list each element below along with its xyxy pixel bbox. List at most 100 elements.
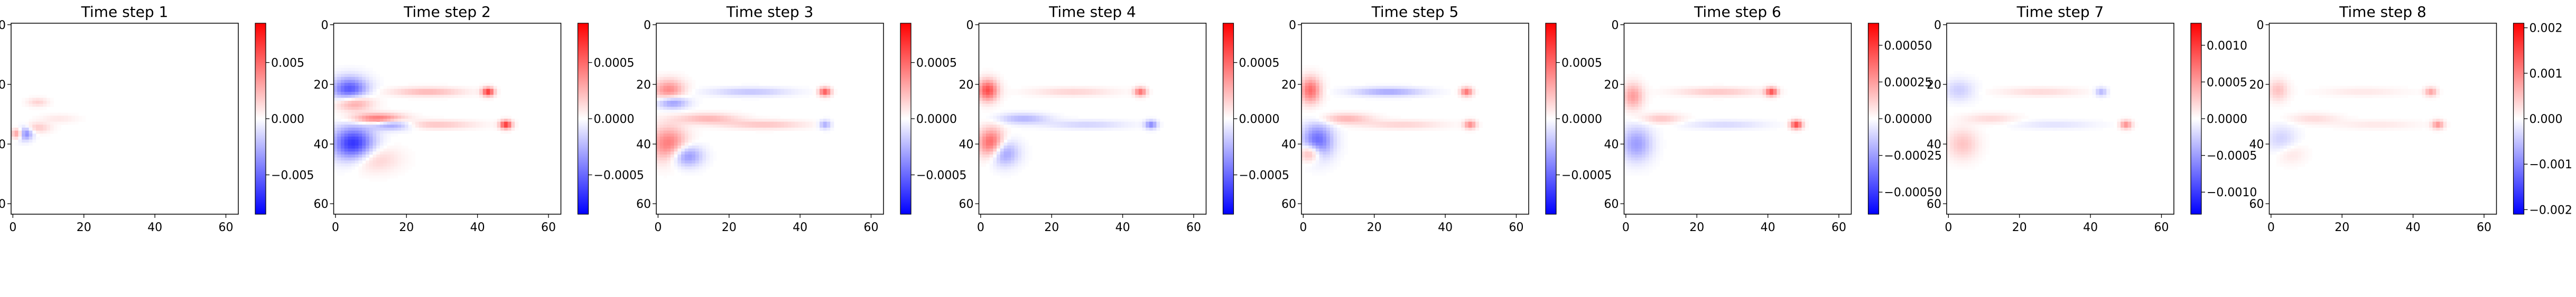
heatmap-cell bbox=[1146, 92, 1150, 95]
heatmap-cell bbox=[663, 130, 667, 134]
heatmap-cell bbox=[1347, 127, 1352, 131]
heatmap-cell bbox=[355, 119, 359, 122]
heatmap-cell bbox=[2014, 116, 2018, 119]
heatmap-cell bbox=[681, 107, 685, 110]
x-tick-label: 0 bbox=[332, 221, 339, 234]
heatmap-cell bbox=[1383, 121, 1387, 125]
heatmap-cell bbox=[333, 94, 338, 98]
heatmap-cell bbox=[1950, 80, 1954, 83]
heatmap-cell bbox=[1628, 76, 1632, 80]
heatmap-cell bbox=[2032, 127, 2036, 131]
heatmap-cell bbox=[2099, 83, 2104, 87]
heatmap-cell bbox=[355, 139, 359, 143]
heatmap-cell bbox=[762, 130, 767, 134]
heatmap-cell bbox=[1362, 110, 1366, 113]
heatmap-cell bbox=[1975, 83, 1979, 87]
heatmap-cell bbox=[1319, 151, 1323, 155]
heatmap-cell bbox=[1305, 157, 1309, 161]
heatmap-cell bbox=[333, 166, 338, 170]
heatmap-cell bbox=[2028, 121, 2032, 125]
heatmap-cell bbox=[762, 121, 767, 125]
heatmap-cell bbox=[454, 89, 459, 92]
heatmap-cell bbox=[1315, 163, 1319, 167]
heatmap-cell bbox=[1698, 121, 1703, 125]
heatmap-cell bbox=[723, 119, 728, 122]
heatmap-cell bbox=[1401, 119, 1405, 122]
heatmap-cell bbox=[709, 151, 713, 155]
heatmap-cell bbox=[433, 83, 437, 87]
heatmap-cell bbox=[656, 103, 661, 107]
heatmap-cell bbox=[1323, 142, 1327, 146]
heatmap-cell bbox=[1323, 103, 1327, 107]
heatmap-cell bbox=[1744, 124, 1749, 128]
heatmap-cell bbox=[1312, 89, 1316, 92]
heatmap-cell bbox=[2021, 124, 2025, 128]
heatmap-cell bbox=[688, 169, 692, 173]
heatmap-cell bbox=[1333, 127, 1337, 131]
heatmap-cell bbox=[688, 110, 692, 113]
heatmap-cell bbox=[748, 92, 752, 95]
heatmap-cell bbox=[1021, 110, 1026, 113]
heatmap-cell bbox=[2361, 85, 2366, 89]
heatmap-cell bbox=[663, 110, 667, 113]
heatmap-cell bbox=[1124, 127, 1129, 131]
heatmap-cell bbox=[2057, 92, 2061, 95]
heatmap-cell bbox=[1975, 133, 1979, 137]
heatmap-cell bbox=[1408, 121, 1412, 125]
heatmap-cell bbox=[1968, 103, 1972, 107]
heatmap-cell bbox=[1673, 112, 1678, 116]
panel-6: Time step 60 20 40 6002040600.000500.000250… bbox=[1604, 3, 1942, 234]
heatmap-cell bbox=[1337, 110, 1341, 113]
heatmap-cell bbox=[1798, 130, 1802, 134]
heatmap-cell bbox=[1954, 130, 1958, 134]
heatmap-cell bbox=[1351, 127, 1355, 131]
heatmap-cell bbox=[692, 142, 696, 146]
heatmap-cell bbox=[344, 151, 348, 155]
heatmap-cell bbox=[404, 92, 408, 95]
heatmap-cell bbox=[2372, 89, 2376, 92]
y-tick-label: 40 bbox=[636, 138, 651, 151]
heatmap-cell bbox=[1723, 127, 1727, 131]
heatmap-cell bbox=[1106, 119, 1111, 122]
y-tick-label: 20 bbox=[1927, 79, 1941, 92]
heatmap-cell bbox=[1308, 103, 1313, 107]
heatmap-cell bbox=[358, 172, 362, 176]
heatmap-cell bbox=[659, 121, 664, 125]
heatmap-cell bbox=[1457, 124, 1462, 128]
heatmap-cell bbox=[1677, 89, 1681, 92]
heatmap-cell bbox=[1971, 119, 1976, 122]
heatmap-cell bbox=[408, 85, 412, 89]
colorbar-tick-label: 0.0005 bbox=[1239, 57, 1280, 70]
heatmap-cell bbox=[1634, 116, 1639, 119]
heatmap-cell bbox=[373, 121, 377, 125]
heatmap-cell bbox=[422, 92, 426, 95]
heatmap-cell bbox=[1429, 124, 1433, 128]
heatmap-cell bbox=[659, 92, 664, 95]
heatmap-cell bbox=[1954, 163, 1958, 167]
heatmap-cell bbox=[2085, 85, 2089, 89]
heatmap-cell bbox=[816, 94, 820, 98]
heatmap-cell bbox=[1631, 133, 1635, 137]
heatmap-cell bbox=[401, 163, 405, 167]
heatmap-cell bbox=[472, 127, 476, 131]
heatmap-cell bbox=[667, 116, 671, 119]
heatmap-cell bbox=[2032, 85, 2036, 89]
heatmap-cell bbox=[1954, 142, 1958, 146]
heatmap-cell bbox=[1741, 119, 1745, 122]
heatmap-cell bbox=[1964, 89, 1968, 92]
heatmap-cell bbox=[447, 85, 451, 89]
heatmap-cell bbox=[32, 119, 36, 122]
heatmap-cell bbox=[656, 133, 661, 137]
heatmap-cell bbox=[465, 89, 469, 92]
heatmap-cell bbox=[681, 139, 685, 143]
heatmap-cell bbox=[412, 124, 416, 128]
heatmap-cell bbox=[2081, 119, 2086, 122]
heatmap-cell bbox=[1128, 127, 1132, 131]
heatmap-cell bbox=[465, 124, 469, 128]
heatmap-cell bbox=[1323, 139, 1327, 143]
heatmap-cell bbox=[1099, 127, 1104, 131]
heatmap-cell bbox=[362, 142, 366, 146]
heatmap-cell bbox=[997, 103, 1001, 107]
heatmap-cell bbox=[1390, 116, 1394, 119]
heatmap-cell bbox=[1744, 121, 1749, 125]
